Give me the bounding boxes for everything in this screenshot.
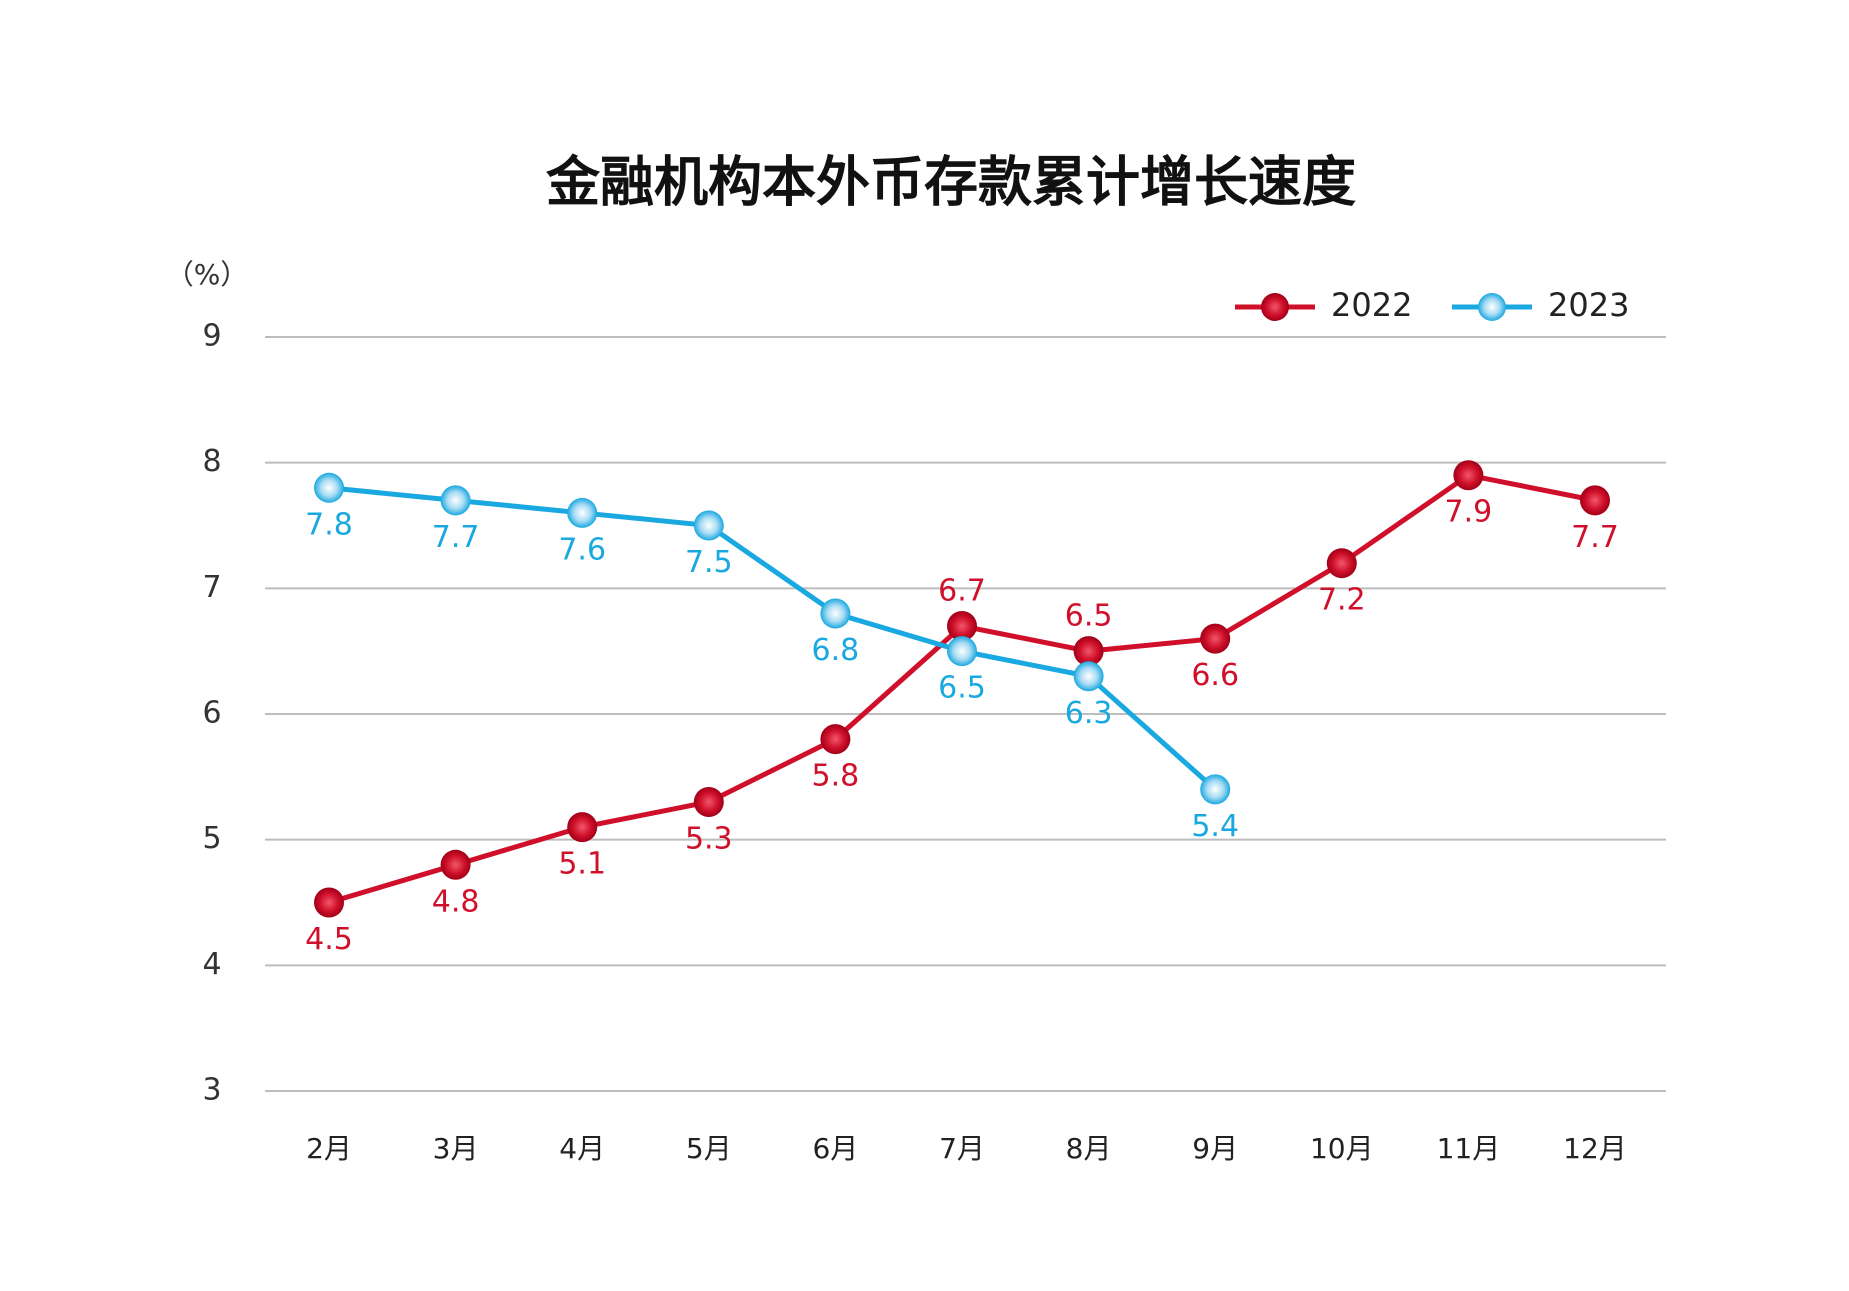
data-label: 7.2 xyxy=(1318,583,1366,618)
x-tick-label: 8月 xyxy=(1066,1132,1112,1165)
point-marker xyxy=(567,812,598,843)
data-label: 7.9 xyxy=(1445,495,1493,530)
point-marker xyxy=(947,636,977,667)
point-marker xyxy=(1326,548,1357,579)
point-marker xyxy=(820,724,851,755)
data-label: 6.7 xyxy=(938,574,986,609)
point-marker xyxy=(567,497,598,528)
data-label: 5.8 xyxy=(812,759,860,794)
data-label: 7.7 xyxy=(432,520,480,555)
point-marker xyxy=(947,611,977,642)
x-tick-label: 3月 xyxy=(433,1132,479,1165)
x-tick-label: 4月 xyxy=(559,1132,605,1165)
point-marker xyxy=(314,887,344,918)
y-tick-label: 7 xyxy=(202,570,221,605)
data-label: 7.6 xyxy=(558,532,606,567)
data-label: 6.5 xyxy=(938,671,986,706)
point-marker xyxy=(1073,636,1104,667)
legend-marker xyxy=(1261,293,1289,321)
point-marker xyxy=(693,510,724,541)
data-label: 7.5 xyxy=(685,545,733,580)
legend-label: 2023 xyxy=(1548,286,1629,324)
point-marker xyxy=(693,786,724,817)
data-label: 6.5 xyxy=(1065,599,1113,634)
y-tick-label: 3 xyxy=(202,1073,221,1108)
x-tick-label: 6月 xyxy=(812,1132,858,1165)
point-marker xyxy=(314,472,344,503)
data-label: 6.8 xyxy=(812,633,860,668)
point-marker xyxy=(1073,661,1104,692)
point-marker xyxy=(1453,460,1484,491)
y-tick-label: 8 xyxy=(202,444,221,479)
chart-title: 金融机构本外币存款累计增长速度 xyxy=(545,151,1356,214)
point-marker xyxy=(1580,485,1610,516)
x-tick-label: 10月 xyxy=(1310,1132,1374,1165)
data-label: 5.4 xyxy=(1191,809,1239,844)
x-tick-label: 2月 xyxy=(306,1132,352,1165)
x-tick-label: 12月 xyxy=(1563,1132,1627,1165)
data-label: 5.3 xyxy=(685,821,733,856)
x-tick-label: 5月 xyxy=(686,1132,732,1165)
y-tick-label: 9 xyxy=(202,319,221,354)
point-marker xyxy=(1200,774,1231,805)
point-marker xyxy=(820,598,851,629)
x-tick-label: 7月 xyxy=(939,1132,985,1165)
y-tick-label: 6 xyxy=(202,696,221,731)
data-label: 4.5 xyxy=(305,922,353,957)
data-label: 5.1 xyxy=(558,847,606,882)
point-marker xyxy=(440,849,471,880)
data-label: 7.7 xyxy=(1571,520,1619,555)
point-marker xyxy=(440,485,471,516)
point-marker xyxy=(1200,623,1231,654)
y-tick-label: 5 xyxy=(202,821,221,856)
x-tick-label: 11月 xyxy=(1437,1132,1501,1165)
data-label: 4.8 xyxy=(432,884,480,919)
y-tick-label: 4 xyxy=(202,947,221,982)
x-tick-label: 9月 xyxy=(1192,1132,1238,1165)
series-line xyxy=(328,485,1217,792)
data-label: 6.3 xyxy=(1065,696,1113,731)
data-label: 7.8 xyxy=(305,507,353,542)
legend-label: 2022 xyxy=(1331,286,1412,324)
y-axis-label: （%） xyxy=(166,258,249,291)
data-label: 6.6 xyxy=(1191,658,1239,693)
legend-marker xyxy=(1478,293,1506,321)
